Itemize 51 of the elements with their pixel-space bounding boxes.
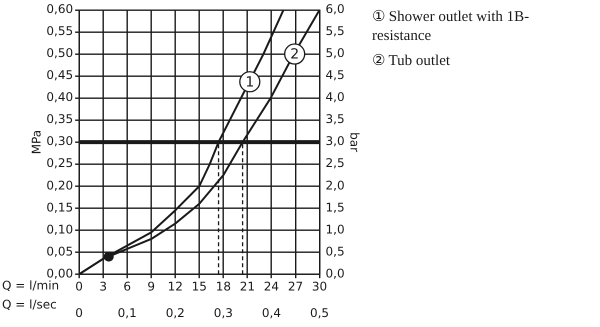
y2-tick-label: 6,0	[326, 2, 345, 16]
y-tick-label: 0,60	[46, 2, 74, 16]
x-axis-title: Q = l/min	[2, 278, 60, 292]
y2-tick-label: 0,5	[326, 244, 345, 258]
x2-tick-label: 0,1	[118, 306, 137, 320]
y2-tick-label: 3,0	[326, 134, 345, 148]
x-tick-label: 9	[147, 280, 156, 294]
x2-tick-label: 0,5	[310, 306, 330, 320]
y2-tick-label: 2,0	[326, 178, 345, 192]
y-tick-label: 0,25	[46, 156, 74, 170]
y-tick-label: 0,40	[46, 90, 74, 104]
x-tick-label: 12	[168, 280, 183, 294]
text: ① Shower outlet with 1B-resistance	[372, 8, 530, 46]
annotation: 1	[245, 74, 254, 90]
x-tick-label: 15	[192, 280, 207, 294]
x2-tick-label: 0,4	[262, 306, 281, 320]
y2-tick-label: 2,5	[326, 156, 345, 170]
x-tick-label: 0	[75, 280, 83, 294]
x-tick-label: 24	[264, 280, 280, 294]
x2-axis-title: Q = l/sec	[2, 298, 57, 312]
x-tick-label: 27	[288, 280, 304, 294]
y2-tick-label: 3,5	[326, 112, 345, 126]
y-tick-label: 0,35	[46, 112, 74, 126]
y-tick-label: 0,10	[46, 222, 74, 236]
x-tick-label: 18	[216, 280, 231, 294]
y2-tick-label: 5,5	[326, 24, 345, 38]
y2-tick-label: 0,0	[326, 266, 345, 280]
y-tick-label: 0,30	[46, 134, 74, 148]
x2-tick-label: 0	[75, 306, 83, 320]
text: ② Tub outlet	[372, 52, 452, 71]
x-tick-label: 21	[240, 280, 256, 294]
y2-tick-label: 5,0	[326, 46, 345, 60]
x-tick-label: 3	[99, 280, 107, 294]
y-tick-label: 0,15	[46, 200, 74, 214]
y2-tick-label: 1,5	[326, 200, 345, 214]
x-tick-label: 6	[123, 280, 132, 294]
y2-tick-label: 4,5	[326, 68, 345, 82]
x2-tick-label: 0,3	[214, 306, 233, 320]
y2-axis-title: bar	[348, 132, 362, 152]
y-tick-label: 0,00	[46, 266, 74, 280]
y2-tick-label: 1,0	[326, 222, 345, 236]
y-axis-title: MPa	[29, 130, 44, 154]
y-tick-label: 0,55	[46, 24, 74, 38]
y-tick-label: 0,45	[46, 68, 74, 82]
x-tick-label: 30	[312, 280, 328, 294]
y2-tick-label: 4,0	[326, 90, 345, 104]
annotation: 2	[290, 46, 300, 63]
x2-tick-label: 0,2	[166, 306, 185, 320]
y-tick-label: 0,50	[46, 46, 74, 60]
y-tick-label: 0,20	[46, 178, 74, 192]
y-tick-label: 0,05	[46, 244, 74, 258]
